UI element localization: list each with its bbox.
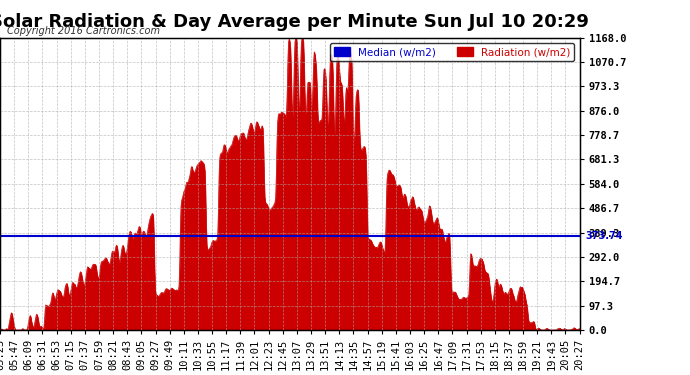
Text: Copyright 2016 Cartronics.com: Copyright 2016 Cartronics.com [7,26,160,36]
Text: Solar Radiation & Day Average per Minute Sun Jul 10 20:29: Solar Radiation & Day Average per Minute… [0,13,589,31]
Legend: Median (w/m2), Radiation (w/m2): Median (w/m2), Radiation (w/m2) [330,43,574,61]
Text: 373.74: 373.74 [585,231,622,242]
